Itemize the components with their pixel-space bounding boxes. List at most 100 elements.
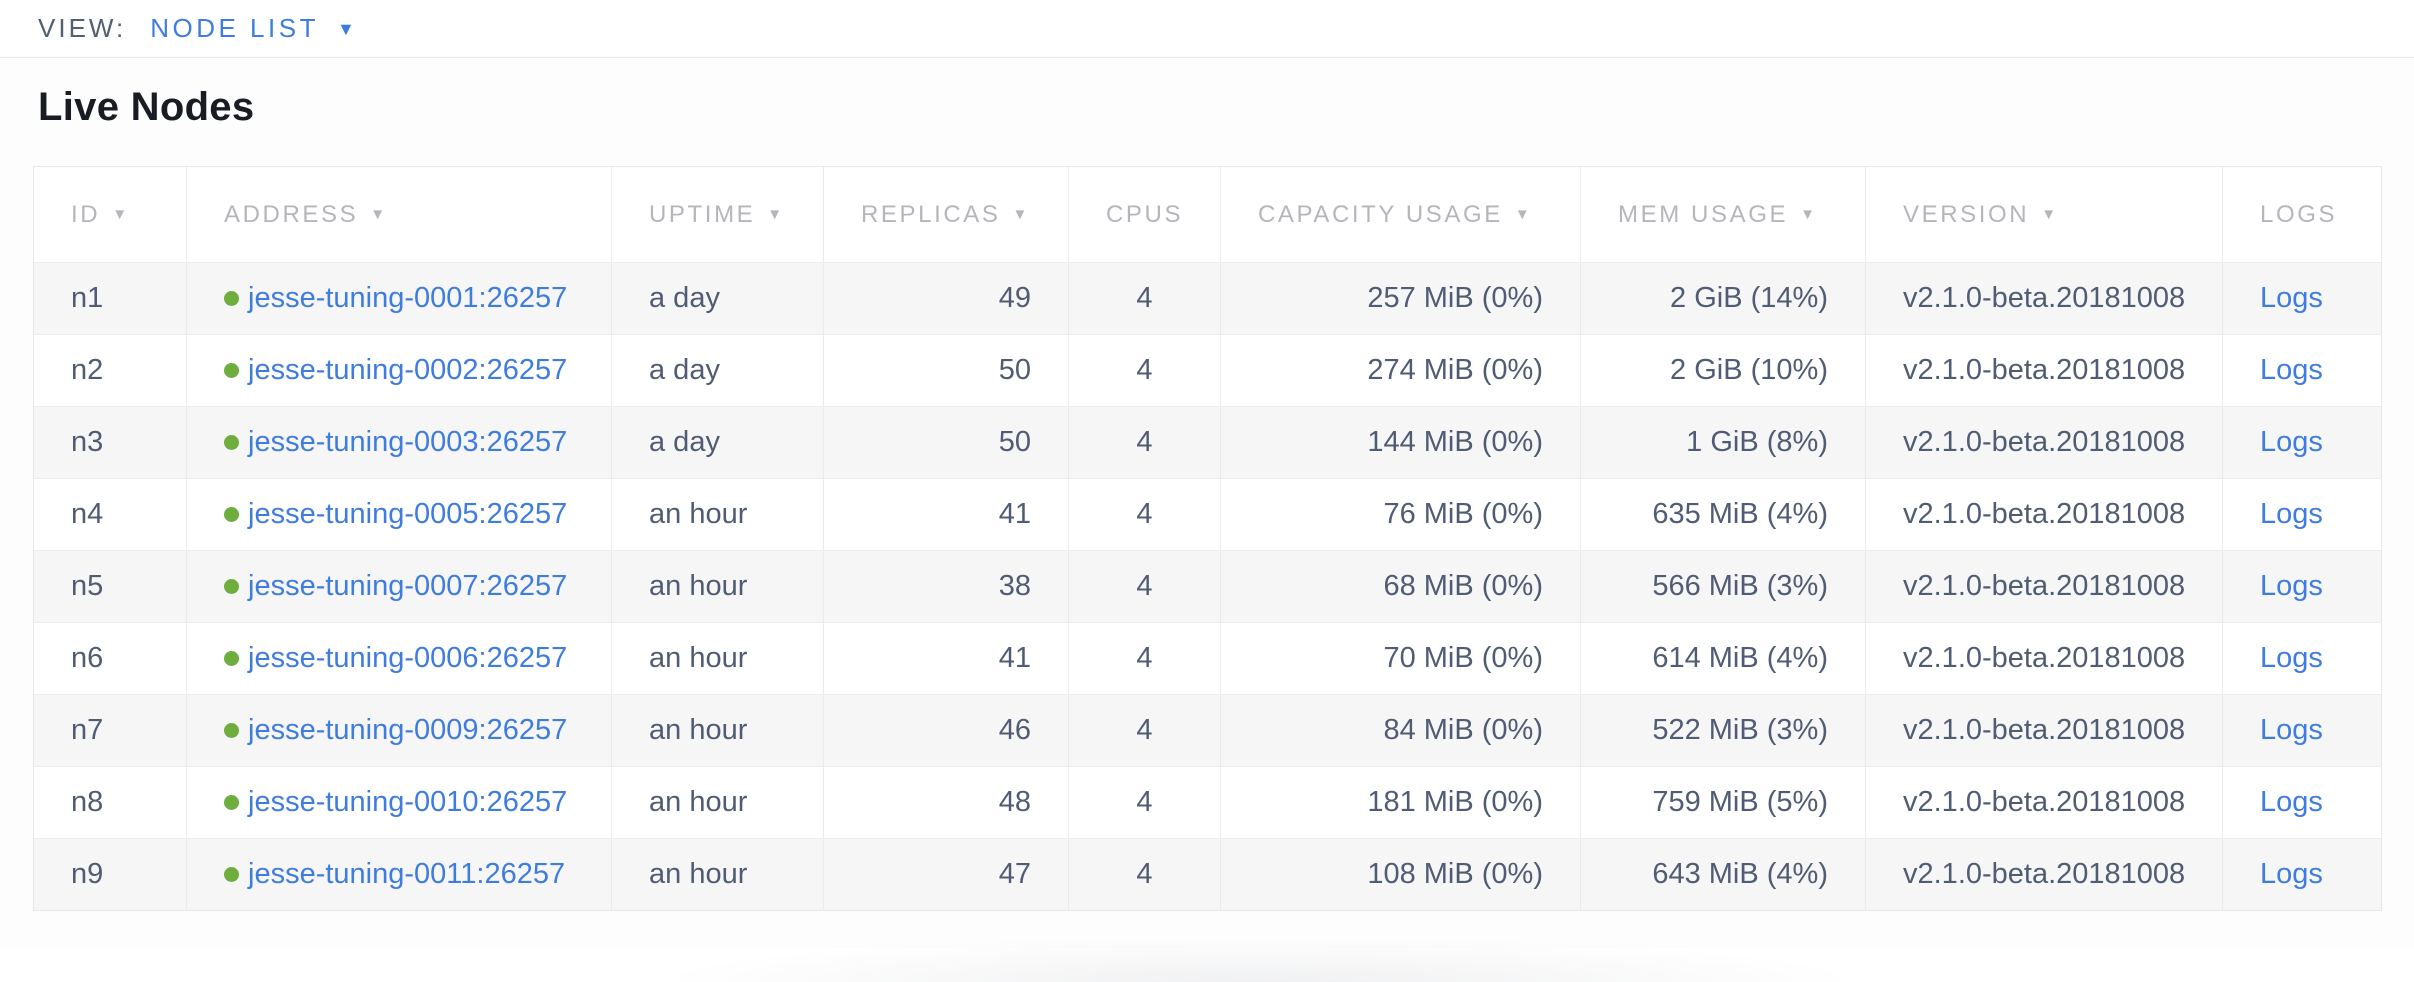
- cell-mem_usage: 614 MiB (4%): [1581, 623, 1866, 694]
- node-logs-link[interactable]: Logs: [2260, 714, 2323, 746]
- cell-address: jesse-tuning-0010:26257: [187, 767, 612, 838]
- column-header-replicas[interactable]: REPLICAS ▼: [824, 167, 1069, 262]
- cell-replicas: 38: [824, 551, 1069, 622]
- column-header-capacity_usage[interactable]: CAPACITY USAGE ▼: [1221, 167, 1581, 262]
- node-status-icon: [224, 507, 239, 522]
- cell-mem_usage: 635 MiB (4%): [1581, 479, 1866, 550]
- cell-value: 274 MiB (0%): [1367, 354, 1543, 386]
- cell-value: n3: [71, 426, 104, 458]
- cell-capacity_usage: 84 MiB (0%): [1221, 695, 1581, 766]
- cell-value: n6: [71, 642, 104, 674]
- column-header-logs: LOGS: [2223, 167, 2383, 262]
- cell-address: jesse-tuning-0005:26257: [187, 479, 612, 550]
- node-logs-link[interactable]: Logs: [2260, 426, 2323, 458]
- table-row: n9 jesse-tuning-0011:26257 an hour 47 4 108 M…: [34, 838, 2381, 910]
- cell-address: jesse-tuning-0003:26257: [187, 407, 612, 478]
- node-logs-link[interactable]: Logs: [2260, 354, 2323, 386]
- cell-value: n1: [71, 282, 104, 314]
- node-logs-link[interactable]: Logs: [2260, 786, 2323, 818]
- view-selected-option: NODE LIST: [150, 13, 319, 43]
- cell-value: 643 MiB (4%): [1652, 858, 1828, 890]
- cell-cpus: 4: [1069, 263, 1221, 334]
- view-bar: VIEW: NODE LIST ▼: [0, 0, 2414, 58]
- cell-value: a day: [649, 282, 720, 314]
- sort-desc-icon: ▼: [1012, 206, 1030, 223]
- column-header-label: UPTIME: [649, 200, 756, 228]
- cell-value: an hour: [649, 642, 748, 674]
- node-status-icon: [224, 363, 239, 378]
- cell-version: v2.1.0-beta.20181008: [1866, 767, 2223, 838]
- content-area: Live Nodes ID ▼ ADDRESS ▼ UPTIME ▼ REPLICAS ▼ CP…: [0, 58, 2414, 948]
- cell-cpus: 4: [1069, 335, 1221, 406]
- column-header-address[interactable]: ADDRESS ▼: [187, 167, 612, 262]
- node-address-link[interactable]: jesse-tuning-0006:26257: [248, 642, 568, 674]
- column-header-id[interactable]: ID ▼: [34, 167, 187, 262]
- table-row: n7 jesse-tuning-0009:26257 an hour 46 4 84 Mi…: [34, 694, 2381, 766]
- cell-value: 4: [1136, 858, 1153, 890]
- cell-value: an hour: [649, 570, 748, 602]
- node-address-link[interactable]: jesse-tuning-0005:26257: [248, 498, 568, 530]
- cell-value: n7: [71, 714, 104, 746]
- node-logs-link[interactable]: Logs: [2260, 498, 2323, 530]
- cell-value: n2: [71, 354, 104, 386]
- column-header-version[interactable]: VERSION ▼: [1866, 167, 2223, 262]
- column-header-mem_usage[interactable]: MEM USAGE ▼: [1581, 167, 1866, 262]
- cell-uptime: a day: [612, 335, 824, 406]
- cell-value: 108 MiB (0%): [1367, 858, 1543, 890]
- cell-value: 144 MiB (0%): [1367, 426, 1543, 458]
- cell-version: v2.1.0-beta.20181008: [1866, 263, 2223, 334]
- cell-value: 4: [1136, 426, 1153, 458]
- node-logs-link[interactable]: Logs: [2260, 858, 2323, 890]
- node-address-link[interactable]: jesse-tuning-0009:26257: [248, 714, 568, 746]
- cell-logs: Logs: [2223, 551, 2383, 622]
- node-status-icon: [224, 723, 239, 738]
- cell-value: 759 MiB (5%): [1652, 786, 1828, 818]
- column-header-cpus: CPUS: [1069, 167, 1221, 262]
- cell-value: 257 MiB (0%): [1367, 282, 1543, 314]
- cell-id: n6: [34, 623, 187, 694]
- cell-uptime: an hour: [612, 551, 824, 622]
- cell-value: 47: [998, 858, 1031, 890]
- cell-value: 76 MiB (0%): [1383, 498, 1543, 530]
- cell-version: v2.1.0-beta.20181008: [1866, 407, 2223, 478]
- cell-id: n1: [34, 263, 187, 334]
- cell-value: v2.1.0-beta.20181008: [1903, 570, 2186, 602]
- sort-desc-icon: ▼: [1800, 206, 1818, 223]
- node-logs-link[interactable]: Logs: [2260, 642, 2323, 674]
- node-logs-link[interactable]: Logs: [2260, 282, 2323, 314]
- node-address-link[interactable]: jesse-tuning-0003:26257: [248, 426, 568, 458]
- cell-value: 46: [998, 714, 1031, 746]
- table-row: n4 jesse-tuning-0005:26257 an hour 41 4 76 Mi…: [34, 478, 2381, 550]
- cell-address: jesse-tuning-0006:26257: [187, 623, 612, 694]
- cell-value: v2.1.0-beta.20181008: [1903, 858, 2186, 890]
- column-header-label: ID: [71, 200, 101, 228]
- view-selector-dropdown[interactable]: NODE LIST ▼: [150, 13, 355, 44]
- cell-value: v2.1.0-beta.20181008: [1903, 642, 2186, 674]
- cell-mem_usage: 522 MiB (3%): [1581, 695, 1866, 766]
- cell-value: n8: [71, 786, 104, 818]
- node-address-link[interactable]: jesse-tuning-0007:26257: [248, 570, 568, 602]
- cell-id: n4: [34, 479, 187, 550]
- column-header-uptime[interactable]: UPTIME ▼: [612, 167, 824, 262]
- cell-version: v2.1.0-beta.20181008: [1866, 623, 2223, 694]
- node-address-link[interactable]: jesse-tuning-0001:26257: [248, 282, 568, 314]
- node-address-link[interactable]: jesse-tuning-0010:26257: [248, 786, 568, 818]
- node-logs-link[interactable]: Logs: [2260, 570, 2323, 602]
- cell-uptime: a day: [612, 263, 824, 334]
- live-nodes-table: ID ▼ ADDRESS ▼ UPTIME ▼ REPLICAS ▼ CPUS CAPACITY …: [33, 166, 2382, 911]
- column-header-label: ADDRESS: [224, 200, 359, 228]
- cell-value: an hour: [649, 714, 748, 746]
- column-header-label: MEM USAGE: [1618, 200, 1789, 228]
- cell-capacity_usage: 274 MiB (0%): [1221, 335, 1581, 406]
- node-address-link[interactable]: jesse-tuning-0002:26257: [248, 354, 568, 386]
- cell-value: 4: [1136, 498, 1153, 530]
- cell-replicas: 41: [824, 479, 1069, 550]
- cell-capacity_usage: 181 MiB (0%): [1221, 767, 1581, 838]
- column-header-label: REPLICAS: [861, 200, 1001, 228]
- cell-id: n9: [34, 839, 187, 910]
- node-address-link[interactable]: jesse-tuning-0011:26257: [248, 858, 566, 890]
- cell-logs: Logs: [2223, 263, 2383, 334]
- cell-cpus: 4: [1069, 551, 1221, 622]
- cell-replicas: 46: [824, 695, 1069, 766]
- cell-value: 70 MiB (0%): [1383, 642, 1543, 674]
